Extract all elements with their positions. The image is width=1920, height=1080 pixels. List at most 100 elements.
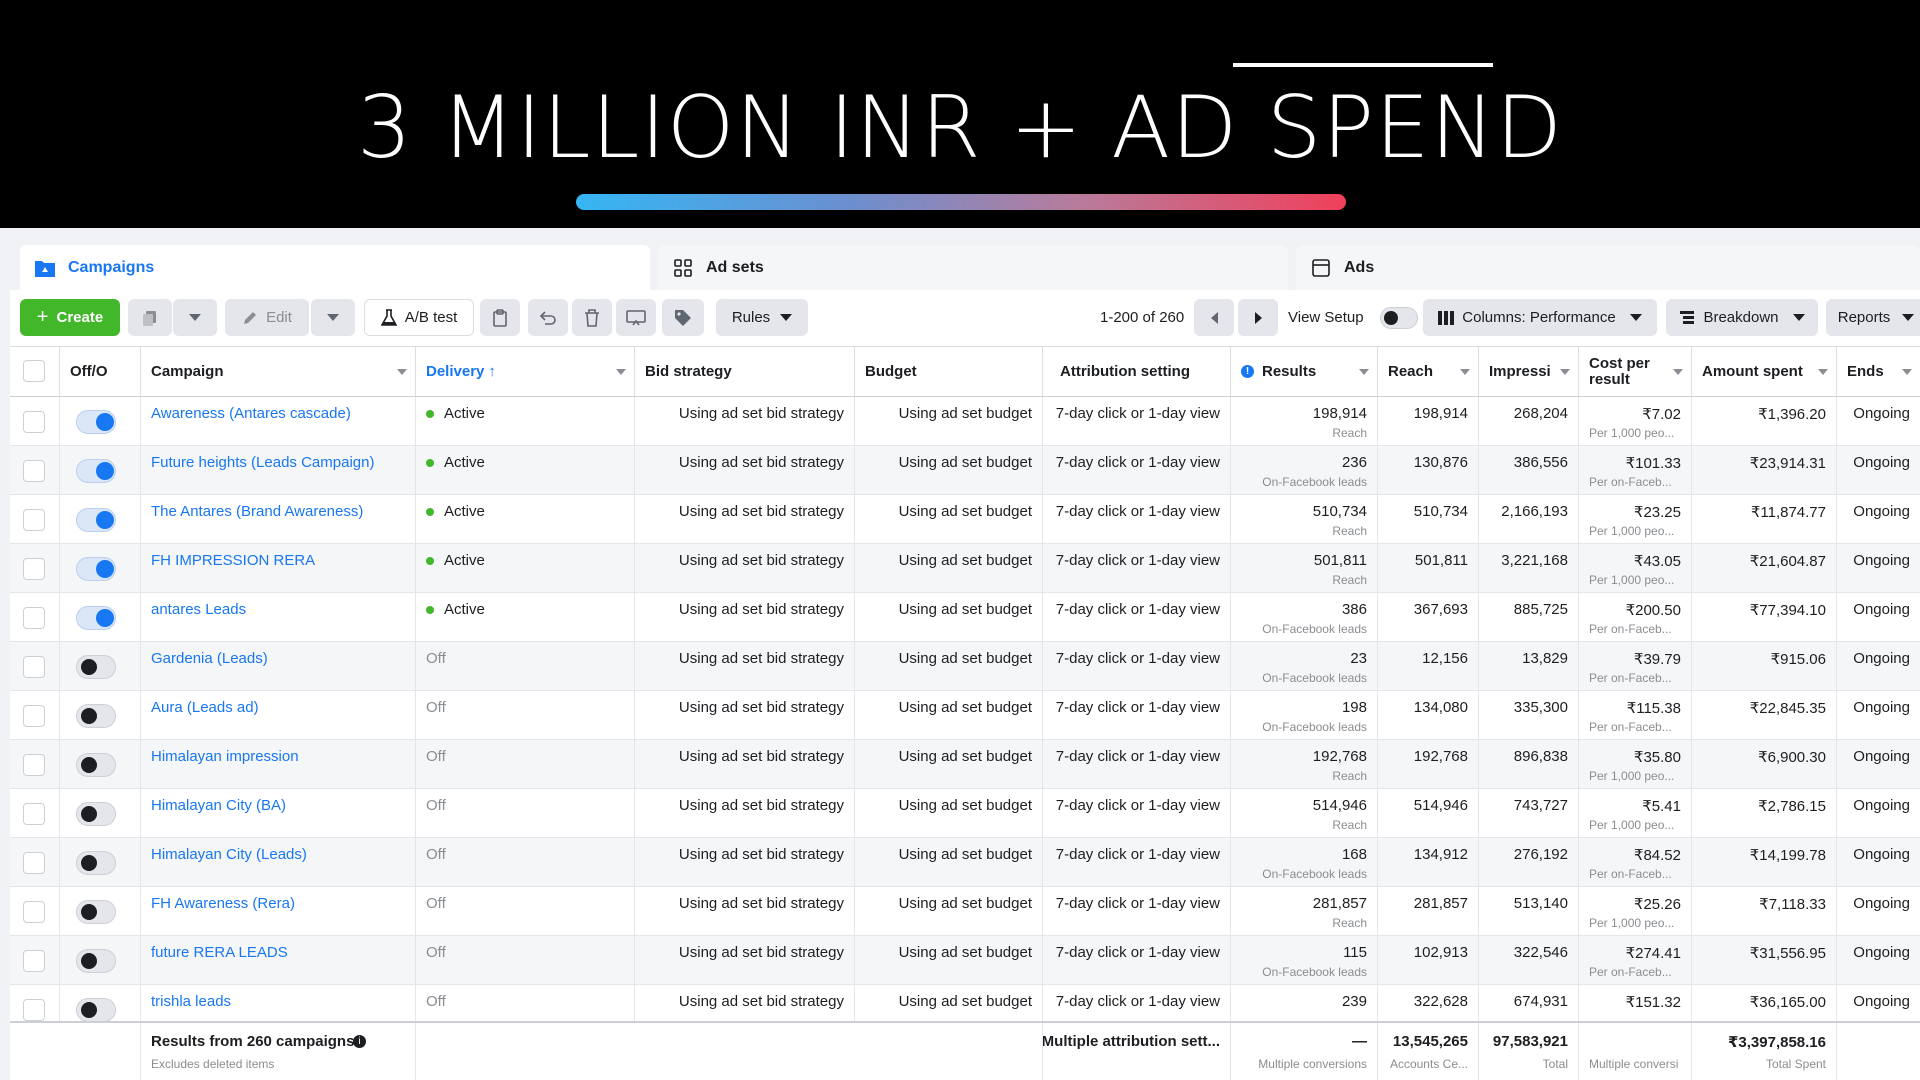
campaign-toggle[interactable] [76, 704, 116, 728]
breakdown-dropdown[interactable]: Breakdown [1666, 299, 1818, 336]
header-bid-strategy[interactable]: Bid strategy [635, 347, 855, 396]
rules-dropdown[interactable]: Rules [716, 299, 808, 336]
campaign-name-link[interactable]: Himalayan City (BA) [151, 797, 287, 814]
tab-label: Ad sets [706, 258, 764, 276]
table-row[interactable]: Future heights (Leads Campaign) Active Usi… [10, 446, 1920, 495]
row-checkbox[interactable] [23, 754, 45, 776]
table-row[interactable]: future RERA LEADS Off Using ad set bid str… [10, 936, 1920, 985]
duplicate-dropdown-button[interactable] [173, 299, 217, 336]
ab-test-button[interactable]: A/B test [364, 299, 474, 336]
campaign-name-link[interactable]: Future heights (Leads Campaign) [151, 454, 375, 471]
table-row[interactable]: Himalayan City (Leads) Off Using ad set bi… [10, 838, 1920, 887]
row-checkbox[interactable] [23, 803, 45, 825]
campaign-name-link[interactable]: Himalayan City (Leads) [151, 846, 307, 863]
header-cost-per-result[interactable]: Cost per result [1579, 347, 1692, 396]
row-checkbox[interactable] [23, 558, 45, 580]
campaign-cell: Awareness (Antares cascade) [141, 397, 416, 445]
header-impressions[interactable]: Impressi [1479, 347, 1579, 396]
view-setup-toggle[interactable] [1380, 307, 1418, 329]
reach-value: 198,914 [1413, 405, 1468, 422]
campaign-name-link[interactable]: trishla leads [151, 993, 232, 1010]
duplicate-button[interactable] [128, 299, 172, 336]
header-ends[interactable]: Ends [1837, 347, 1920, 396]
campaign-name-link[interactable]: antares Leads [151, 601, 247, 618]
row-checkbox[interactable] [23, 901, 45, 923]
table-row[interactable]: The Antares (Brand Awareness) Active Using… [10, 495, 1920, 544]
table-row[interactable]: Aura (Leads ad) Off Using ad set bid strat… [10, 691, 1920, 740]
campaign-name-link[interactable]: Aura (Leads ad) [151, 699, 259, 716]
row-checkbox[interactable] [23, 411, 45, 433]
tab-ad-sets[interactable]: Ad sets [658, 245, 1288, 290]
campaign-toggle[interactable] [76, 802, 116, 826]
budget-cell: Using ad set budget [855, 789, 1043, 837]
table-row[interactable]: FH IMPRESSION RERA Active Using ad set bid… [10, 544, 1920, 593]
attribution-cell: 7-day click or 1-day view [1043, 936, 1231, 984]
row-checkbox[interactable] [23, 852, 45, 874]
row-checkbox[interactable] [23, 705, 45, 727]
row-checkbox[interactable] [23, 999, 45, 1021]
reports-dropdown[interactable]: Reports [1826, 299, 1920, 336]
table-row[interactable]: Gardenia (Leads) Off Using ad set bid stra… [10, 642, 1920, 691]
campaign-toggle[interactable] [76, 949, 116, 973]
row-checkbox[interactable] [23, 950, 45, 972]
cost-per-result-value: ₹5.41 [1642, 798, 1681, 815]
table-row[interactable]: FH Awareness (Rera) Off Using ad set bid s… [10, 887, 1920, 936]
prev-page-button[interactable] [1194, 299, 1234, 336]
edit-button[interactable]: Edit [225, 299, 309, 336]
bid-strategy-value: Using ad set bid strategy [678, 846, 844, 863]
row-checkbox[interactable] [23, 509, 45, 531]
clipboard-button[interactable] [480, 299, 520, 336]
header-attribution[interactable]: Attribution setting [1043, 347, 1231, 396]
campaign-name-link[interactable]: The Antares (Brand Awareness) [151, 503, 364, 520]
campaign-name-link[interactable]: Awareness (Antares cascade) [151, 405, 351, 422]
select-all-checkbox[interactable] [23, 360, 45, 382]
campaign-toggle[interactable] [76, 508, 116, 532]
impressions-cell: 743,727 [1479, 789, 1579, 837]
campaign-toggle[interactable] [76, 606, 116, 630]
campaign-name-link[interactable]: Himalayan impression [151, 748, 299, 765]
cost-per-result-cell: ₹151.32 [1579, 985, 1692, 1033]
campaign-toggle[interactable] [76, 900, 116, 924]
header-reach[interactable]: Reach [1378, 347, 1479, 396]
row-checkbox[interactable] [23, 656, 45, 678]
columns-dropdown[interactable]: Columns: Performance [1423, 299, 1657, 336]
results-cell: 115 On-Facebook leads [1231, 936, 1378, 984]
campaign-name-link[interactable]: Gardenia (Leads) [151, 650, 268, 667]
header-budget[interactable]: Budget [855, 347, 1043, 396]
table-row[interactable]: Awareness (Antares cascade) Active Using a… [10, 397, 1920, 446]
table-row[interactable]: antares Leads Active Using ad set bid stra… [10, 593, 1920, 642]
campaign-toggle[interactable] [76, 851, 116, 875]
reach-cell: 134,912 [1378, 838, 1479, 886]
tab-campaigns[interactable]: Campaigns [20, 245, 650, 290]
create-button[interactable]: + Create [20, 299, 120, 336]
header-results[interactable]: ! Results [1231, 347, 1378, 396]
pencil-icon [244, 311, 257, 324]
header-delivery[interactable]: Delivery ↑ [416, 347, 635, 396]
tag-button[interactable] [662, 299, 704, 336]
preview-button[interactable] [616, 299, 656, 336]
campaign-toggle[interactable] [76, 655, 116, 679]
campaign-name-link[interactable]: FH IMPRESSION RERA [151, 552, 316, 569]
next-page-button[interactable] [1238, 299, 1278, 336]
tab-ads[interactable]: Ads [1296, 245, 1920, 290]
undo-button[interactable] [528, 299, 568, 336]
campaign-toggle[interactable] [76, 557, 116, 581]
impressions-value: 743,727 [1513, 797, 1568, 814]
campaign-toggle[interactable] [76, 753, 116, 777]
amount-spent-cell: ₹22,845.35 [1692, 691, 1837, 739]
table-row[interactable]: Himalayan City (BA) Off Using ad set bid s… [10, 789, 1920, 838]
edit-dropdown-button[interactable] [311, 299, 355, 336]
delete-button[interactable] [572, 299, 612, 336]
campaign-toggle[interactable] [76, 410, 116, 434]
campaign-toggle[interactable] [76, 998, 116, 1022]
campaign-toggle[interactable] [76, 459, 116, 483]
banner-title: 3 MILLION INR + AD SPEND [356, 78, 1564, 178]
row-checkbox[interactable] [23, 460, 45, 482]
table-row[interactable]: Himalayan impression Off Using ad set bid … [10, 740, 1920, 789]
row-checkbox[interactable] [23, 607, 45, 629]
header-campaign[interactable]: Campaign [141, 347, 416, 396]
header-onoff[interactable]: Off/O [60, 347, 141, 396]
campaign-name-link[interactable]: FH Awareness (Rera) [151, 895, 295, 912]
campaign-name-link[interactable]: future RERA LEADS [151, 944, 288, 961]
header-amount-spent[interactable]: Amount spent [1692, 347, 1837, 396]
